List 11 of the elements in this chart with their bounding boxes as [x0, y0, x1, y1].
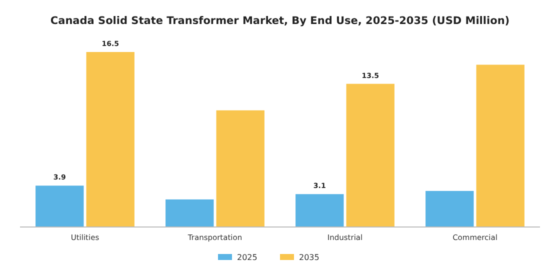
bar: [86, 52, 134, 227]
bar: [476, 64, 524, 227]
bar: [296, 194, 344, 227]
bar: [166, 199, 214, 227]
bar: [426, 190, 474, 227]
legend-label: 2035: [299, 253, 320, 262]
bar: [36, 186, 84, 227]
legend-label: 2025: [237, 253, 258, 262]
chart-title: Canada Solid State Transformer Market, By End Use, 2025-2035 (USD Million): [50, 15, 510, 27]
bar: [346, 84, 394, 227]
bar: [216, 110, 264, 227]
